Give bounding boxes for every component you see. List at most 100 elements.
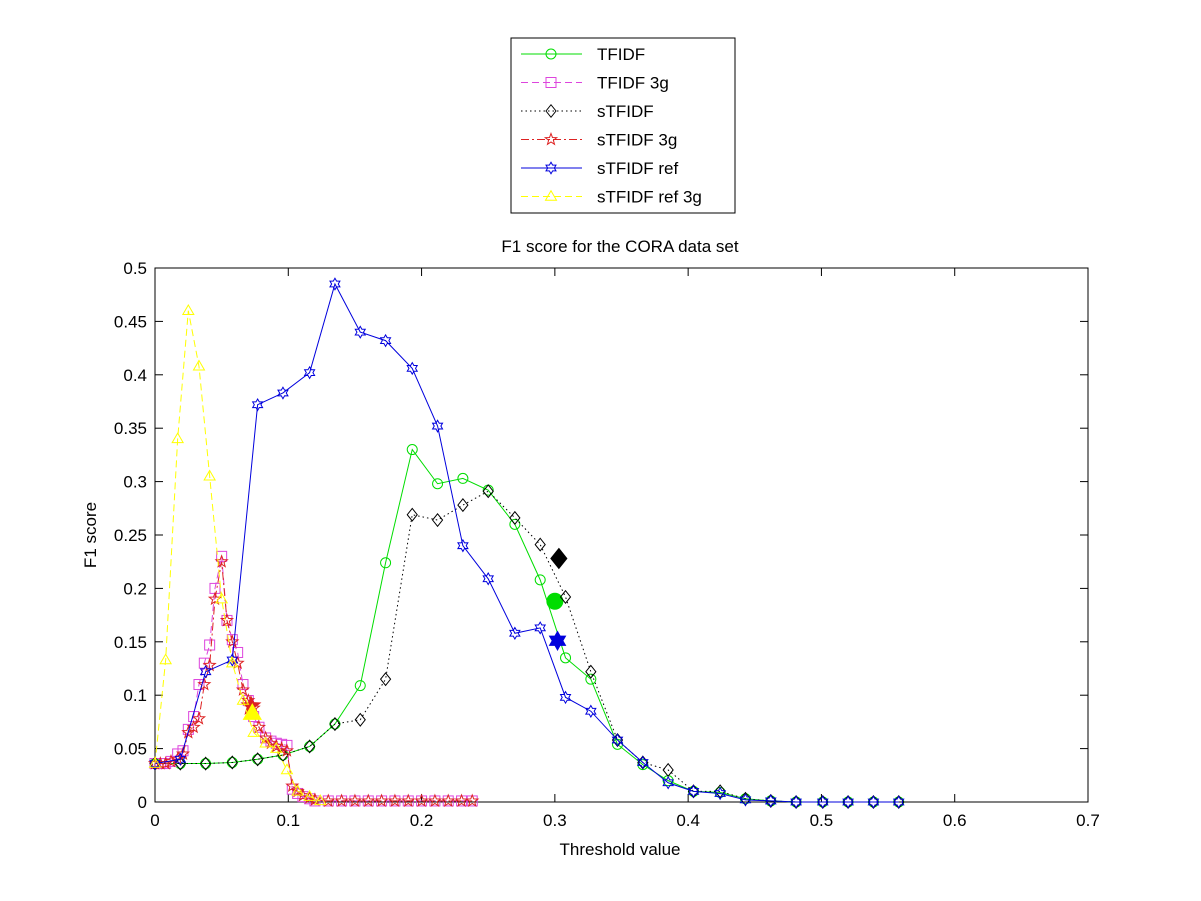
legend-item: TFIDF	[521, 45, 645, 64]
data-point	[534, 621, 547, 635]
axis-ticks	[154, 267, 1089, 803]
data-point	[259, 736, 272, 748]
data-point	[842, 795, 854, 809]
highlight-point	[550, 547, 568, 570]
series-stfidf-ref-3g	[148, 303, 327, 806]
data-point	[401, 793, 416, 807]
y-tick-label: 0.15	[114, 633, 147, 652]
data-point	[687, 784, 700, 799]
data-point	[321, 793, 336, 807]
series-stfidf-ref	[149, 277, 905, 809]
x-tick-label: 0.6	[943, 811, 967, 830]
data-point	[177, 745, 189, 757]
x-tick-label: 0.1	[276, 811, 300, 830]
legend-item: sTFIDF 3g	[521, 131, 677, 150]
y-tick-label: 0.4	[123, 366, 147, 385]
legend-marker	[545, 77, 557, 88]
data-point	[251, 719, 267, 734]
x-tick-label: 0	[150, 811, 159, 830]
legend-label: TFIDF 3g	[597, 74, 669, 93]
legend-label: sTFIDF ref	[597, 159, 678, 178]
y-tick-label: 0.1	[123, 686, 147, 705]
data-point	[714, 784, 726, 799]
data-point	[149, 756, 161, 771]
data-point	[379, 333, 392, 348]
data-point	[191, 711, 207, 725]
data-point	[431, 512, 444, 528]
highlight-point	[242, 703, 262, 720]
data-point	[225, 656, 239, 668]
data-point	[432, 478, 444, 490]
data-point	[216, 550, 228, 562]
data-point	[509, 626, 521, 641]
data-point	[790, 795, 802, 809]
data-point	[148, 756, 162, 768]
legend-marker	[544, 189, 558, 201]
legend-item: sTFIDF ref 3g	[521, 188, 702, 207]
data-point	[387, 793, 402, 807]
data-point	[406, 444, 418, 456]
data-point	[406, 507, 418, 522]
data-point	[816, 795, 829, 809]
x-tick-label: 0.4	[676, 811, 700, 830]
data-point	[714, 786, 726, 801]
data-point	[280, 763, 294, 775]
data-point	[200, 756, 212, 771]
data-point	[171, 432, 185, 444]
series-line	[154, 310, 321, 802]
data-point	[361, 793, 376, 807]
x-axis-label: Threshold value	[560, 840, 681, 859]
data-point	[334, 793, 349, 807]
x-tick-label: 0.7	[1076, 811, 1100, 830]
data-point	[204, 639, 216, 651]
series-stfidf-3g	[147, 554, 480, 807]
data-point	[174, 756, 186, 771]
data-point	[303, 789, 316, 801]
y-tick-label: 0.3	[123, 473, 147, 492]
legend-marker	[543, 132, 559, 146]
data-point	[465, 793, 480, 807]
y-tick-label: 0.35	[114, 419, 147, 438]
data-point	[892, 795, 905, 809]
data-point	[303, 739, 316, 754]
data-point	[277, 386, 289, 400]
data-point	[313, 794, 327, 806]
legend-label: sTFIDF ref 3g	[597, 188, 702, 207]
data-point	[354, 680, 366, 692]
data-point	[193, 679, 205, 691]
data-point	[226, 755, 238, 770]
legend: TFIDF TFIDF 3g sTFIDF sTFIDF 3g sTFIDF ref sT…	[510, 37, 736, 214]
data-point	[329, 277, 341, 291]
data-point	[559, 589, 572, 604]
data-point	[509, 518, 521, 530]
data-point	[534, 537, 546, 552]
data-point	[374, 793, 389, 807]
legend-item: sTFIDF	[521, 102, 654, 121]
data-point	[534, 574, 546, 586]
data-point	[636, 755, 649, 770]
x-tick-label: 0.5	[810, 811, 834, 830]
legend-label: sTFIDF	[597, 102, 654, 121]
data-point	[431, 419, 444, 433]
data-point	[441, 793, 456, 807]
legend-label: sTFIDF 3g	[597, 131, 677, 150]
data-point	[295, 788, 311, 802]
data-point	[199, 664, 212, 679]
chart-title: F1 score for the CORA data set	[501, 237, 738, 256]
data-point	[380, 557, 392, 569]
data-point	[764, 794, 777, 808]
data-point	[347, 793, 363, 807]
data-point	[215, 592, 229, 604]
y-tick-label: 0.45	[114, 312, 147, 331]
data-point	[457, 498, 469, 513]
data-point	[611, 733, 624, 747]
data-point	[560, 652, 572, 664]
plot-area	[154, 267, 1089, 803]
legend-item: TFIDF 3g	[521, 74, 669, 93]
data-point	[457, 472, 469, 484]
data-point	[235, 682, 251, 696]
data-point	[482, 484, 494, 499]
data-point	[406, 361, 419, 376]
data-point	[226, 653, 239, 667]
data-point	[181, 303, 195, 315]
